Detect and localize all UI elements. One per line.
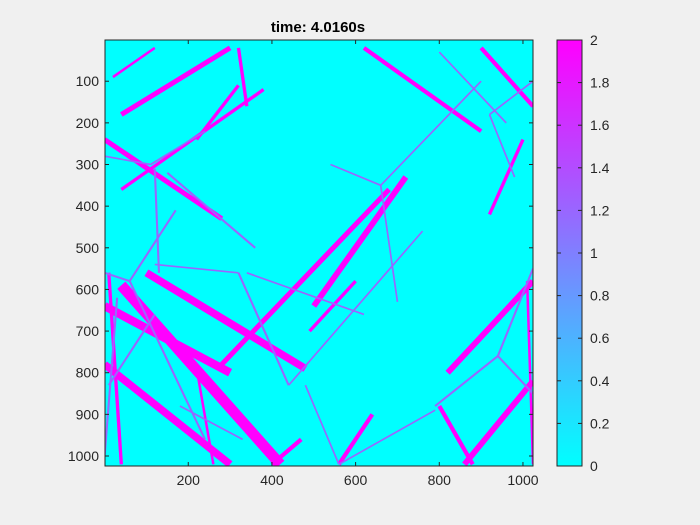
y-tick-label: 200: [76, 115, 100, 131]
grain-boundary-stroke: [107, 272, 123, 465]
grain-boundary-stroke: [150, 130, 206, 166]
y-axis: 100 200 300 400 500 600 700 800 900 1000: [68, 73, 533, 464]
grain-boundary-stroke: [195, 84, 240, 141]
grain-boundary-stroke: [308, 279, 357, 333]
y-tick-label: 300: [76, 157, 100, 173]
plot-frame: [104, 39, 534, 467]
grain-boundary-stroke: [144, 269, 308, 372]
y-tick-label: 700: [76, 323, 100, 339]
grain-boundary-stroke: [462, 379, 533, 466]
grain-boundary-stroke: [337, 413, 375, 466]
grain-boundary-stroke: [479, 46, 533, 108]
grain-boundary-stroke: [246, 271, 365, 316]
grain-boundary-stroke: [304, 384, 340, 465]
grain-boundary-stroke: [438, 51, 507, 124]
grain-boundary-stroke: [270, 437, 303, 466]
y-tick-label: 100: [76, 73, 100, 89]
grain-boundary-stroke: [105, 302, 233, 377]
x-tick-label: 200: [177, 472, 201, 488]
y-tick-label: 1000: [68, 448, 99, 464]
colorbar-tick-label: 1.2: [590, 202, 610, 218]
grain-boundary-stroke: [488, 114, 516, 178]
x-tick-label: 800: [428, 472, 452, 488]
grain-boundary-stroke: [488, 80, 533, 116]
colorbar-tick-label: 1.8: [590, 75, 610, 91]
grain-boundary-stroke: [237, 272, 290, 386]
grain-boundary-stroke: [117, 281, 285, 466]
image-features: [105, 45, 533, 466]
grain-boundary-stroke: [362, 46, 483, 133]
grain-boundary-stroke: [166, 172, 256, 249]
y-tick-label: 900: [76, 406, 100, 422]
plot-background: [105, 40, 533, 466]
colorbar-ticks: 0 0.2 0.4 0.6 0.8 1 1.2 1.4 1.6 1.8 2: [557, 32, 610, 474]
colorbar-tick-label: 1.4: [590, 160, 610, 176]
colorbar-tick-label: 1: [590, 245, 598, 261]
grain-boundary-stroke: [120, 45, 232, 117]
y-tick-label: 500: [76, 240, 100, 256]
grain-boundary-stroke: [112, 46, 156, 79]
colorbar-tick-label: 2: [590, 32, 598, 48]
grain-boundary-stroke: [195, 368, 215, 465]
grain-boundary-stroke: [105, 137, 224, 221]
colorbar-tick-label: 1.6: [590, 117, 610, 133]
grain-boundary-stroke: [330, 163, 382, 187]
colorbar-tick-label: 0.2: [590, 415, 610, 431]
grain-boundary-stroke: [154, 263, 239, 274]
grain-boundary-stroke: [497, 355, 533, 395]
grain-boundary-stroke: [105, 271, 131, 283]
grain-boundary-stroke: [338, 409, 436, 466]
grain-boundary-stroke: [128, 209, 177, 282]
grain-boundary-stroke: [105, 297, 119, 457]
grain-boundary-stroke: [153, 168, 161, 273]
colorbar[interactable]: 0 0.2 0.4 0.6 0.8 1 1.2 1.4 1.6 1.8 2: [556, 32, 610, 474]
x-axis: 200 400 600 800 1000: [177, 40, 539, 488]
grain-boundary-stroke: [311, 175, 409, 308]
colorbar-tick-label: 0.8: [590, 288, 610, 304]
plot-area[interactable]: [104, 39, 534, 467]
grain-boundary-stroke: [236, 47, 249, 107]
x-tick-label: 600: [344, 472, 368, 488]
y-tick-label: 400: [76, 198, 100, 214]
grain-boundary-stroke: [496, 268, 533, 357]
x-tick-label: 400: [260, 472, 284, 488]
chart-title: time: 4.0160s: [271, 19, 365, 36]
colorbar-tick-label: 0: [590, 458, 598, 474]
grain-boundary-stroke: [487, 138, 525, 216]
grain-boundary-stroke: [434, 355, 499, 407]
colorbar-tick-label: 0.6: [590, 330, 610, 346]
y-tick-label: 800: [76, 365, 100, 381]
grain-boundary-stroke: [437, 404, 475, 466]
grain-boundary-stroke: [445, 279, 533, 375]
grain-boundary-stroke: [379, 185, 399, 303]
grain-boundary-stroke: [380, 80, 482, 186]
grain-boundary-stroke: [288, 230, 424, 386]
colorbar-tick-label: 0.4: [590, 373, 610, 389]
grain-boundary-stroke: [107, 313, 156, 386]
grain-boundary-stroke: [179, 405, 244, 441]
x-tick-label: 1000: [507, 472, 538, 488]
y-tick-label: 600: [76, 281, 100, 297]
grain-boundary-stroke: [105, 155, 151, 166]
